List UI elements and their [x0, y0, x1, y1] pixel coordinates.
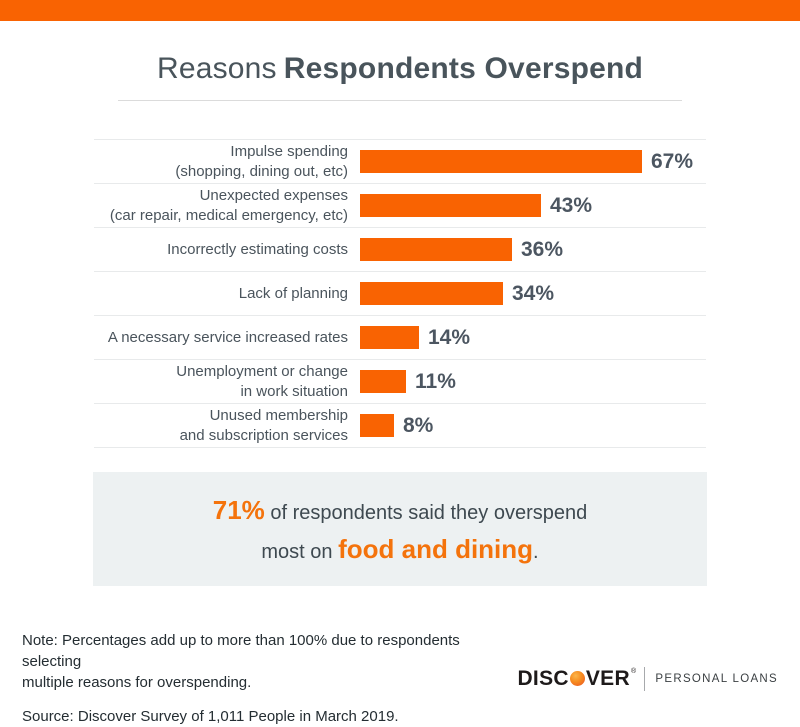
footer-notes: Note: Percentages add up to more than 10…: [22, 630, 517, 727]
bar-segment: [360, 194, 541, 217]
wordmark-prefix: DISC: [517, 666, 569, 690]
value-label: 11%: [415, 369, 456, 393]
bar-segment: [360, 326, 419, 349]
callout-box: 71% of respondents said they overspend m…: [93, 472, 707, 586]
page-title: Reasons Respondents Overspend: [0, 52, 800, 86]
chart-row: A necessary service increased rates 14%: [94, 316, 706, 360]
bar-track: 8%: [360, 414, 706, 438]
bar-segment: [360, 282, 503, 305]
page-title-regular: Reasons: [156, 52, 277, 85]
category-label: Lack of planning: [238, 284, 348, 302]
category-label: Unexpected expenses (car repair, medical …: [109, 187, 348, 224]
category-label: Impulse spending (shopping, dining out, e…: [175, 143, 348, 180]
callout-stat: 71%: [212, 495, 265, 525]
value-label: 36%: [521, 237, 564, 261]
top-orange-banner: [0, 0, 800, 21]
footer: Note: Percentages add up to more than 10…: [0, 630, 800, 727]
value-label: 8%: [403, 413, 434, 437]
bar-segment: [360, 414, 394, 437]
source-text: Source: Discover Survey of 1,011 People …: [22, 708, 399, 725]
page-title-bold: Respondents Overspend: [283, 52, 644, 85]
bar-track: 11%: [360, 370, 706, 394]
callout-text-2: most on: [261, 541, 339, 563]
title-section: Reasons Respondents Overspend: [0, 52, 800, 101]
bar-track: 36%: [360, 238, 706, 262]
chart-row: Incorrectly estimating costs 36%: [94, 228, 706, 272]
category-label: Incorrectly estimating costs: [167, 240, 348, 258]
bar-track: 67%: [360, 150, 706, 174]
category-label: Unused membership and subscription servic…: [179, 407, 348, 444]
logo-tagline: PERSONAL LOANS: [655, 672, 778, 685]
value-label: 14%: [428, 325, 471, 349]
bar-segment: [360, 238, 512, 261]
category-label: A necessary service increased rates: [107, 328, 348, 346]
bar-chart: Impulse spending (shopping, dining out, e…: [94, 139, 706, 448]
chart-row: Lack of planning 34%: [94, 272, 706, 316]
chart-row: Unemployment or change in work situation 1…: [94, 360, 706, 404]
bar-track: 43%: [360, 194, 706, 218]
callout-text-3: .: [533, 541, 539, 563]
chart-row: Impulse spending (shopping, dining out, e…: [94, 140, 706, 184]
value-label: 67%: [651, 149, 694, 173]
logo-divider: [644, 666, 646, 691]
title-divider: [118, 100, 682, 101]
wordmark-suffix: VER: [585, 666, 630, 690]
bar-track: 14%: [360, 326, 706, 350]
chart-row: Unexpected expenses (car repair, medical …: [94, 184, 706, 228]
note-line-1: Note: Percentages add up to more than 10…: [22, 632, 460, 670]
bar-segment: [360, 150, 642, 173]
discover-orange-ball-icon: [569, 671, 585, 686]
bar-track: 34%: [360, 282, 706, 306]
callout-text-1: of respondents said they overspend: [264, 502, 588, 524]
category-label: Unemployment or change in work situation: [176, 363, 348, 400]
callout-highlight: food and dining: [338, 534, 534, 564]
discover-logo: DISC VER ® PERSONAL LOANS: [517, 666, 778, 691]
chart-row: Unused membership and subscription servic…: [94, 404, 706, 448]
bar-segment: [360, 370, 406, 393]
registered-trademark-icon: ®: [630, 668, 637, 675]
note-line-2: multiple reasons for overspending.: [22, 674, 252, 691]
value-label: 34%: [512, 281, 555, 305]
value-label: 43%: [550, 193, 593, 217]
note-text: Note: Percentages add up to more than 10…: [22, 630, 517, 693]
discover-wordmark: DISC VER ®: [517, 666, 637, 691]
